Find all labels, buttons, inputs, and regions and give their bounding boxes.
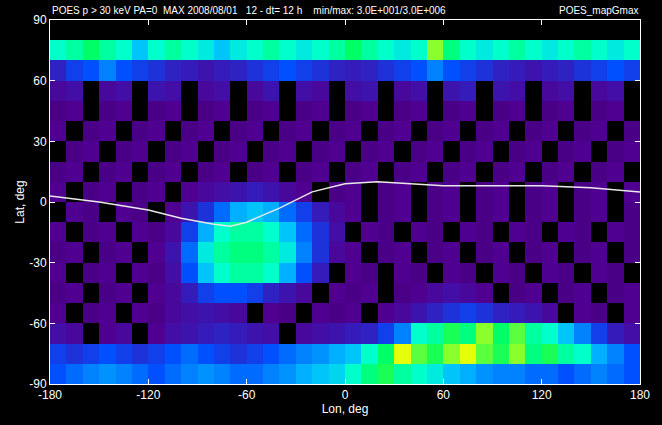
svg-text:POES_mapGmax: POES_mapGmax (559, 5, 638, 16)
svg-text:Lat, deg: Lat, deg (13, 180, 27, 223)
svg-text:-60: -60 (238, 388, 256, 402)
svg-text:POES p > 30 keV PA=0 MAX 2008: POES p > 30 keV PA=0 MAX 2008/08/01 12 -… (52, 5, 446, 16)
svg-text:Lon, deg: Lon, deg (322, 402, 369, 416)
svg-text:-60: -60 (29, 317, 47, 331)
svg-text:60: 60 (437, 388, 451, 402)
svg-text:90: 90 (33, 13, 47, 27)
svg-text:30: 30 (33, 135, 47, 149)
svg-text:0: 0 (40, 195, 47, 209)
svg-text:60: 60 (33, 74, 47, 88)
svg-text:120: 120 (532, 388, 552, 402)
svg-text:0: 0 (342, 388, 349, 402)
svg-text:180: 180 (630, 388, 650, 402)
svg-text:-30: -30 (29, 256, 47, 270)
svg-text:-180: -180 (38, 388, 62, 402)
svg-text:-90: -90 (29, 377, 47, 391)
svg-text:-120: -120 (136, 388, 160, 402)
